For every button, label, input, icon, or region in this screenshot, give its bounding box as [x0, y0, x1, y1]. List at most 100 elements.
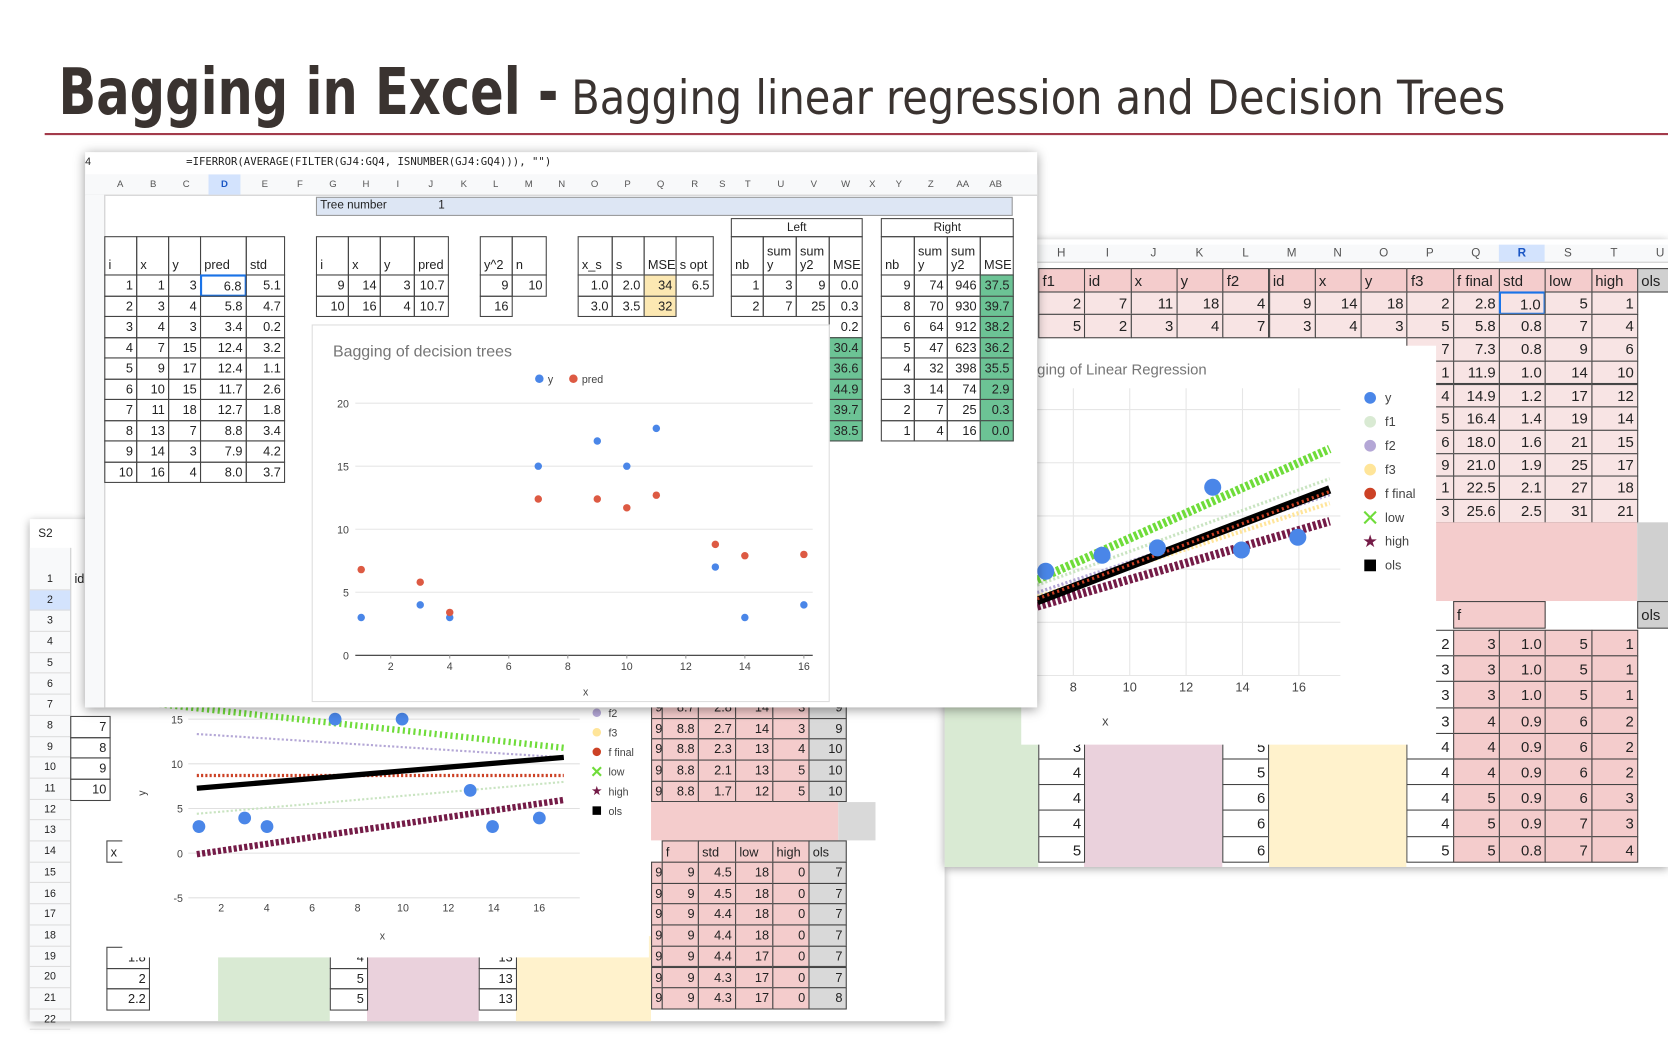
column-letter: D — [208, 174, 241, 195]
x-tick-label: 6 — [506, 661, 512, 673]
cell: 4.3 — [697, 987, 737, 1010]
column-letter: R — [691, 178, 699, 190]
y-tick-label: 0 — [177, 848, 183, 860]
cell: 1 — [1590, 291, 1639, 316]
data-point — [534, 462, 542, 470]
cell: 4 — [379, 295, 415, 318]
chart-canvas: ging of Linear Regression 8 10 12 14 16 x y f1 f2… — [1031, 362, 1416, 728]
cell: 6 — [104, 378, 138, 400]
column-letter: S — [719, 178, 726, 190]
cell: 16 — [347, 295, 381, 318]
cell: 1.9 — [1498, 452, 1546, 477]
column-header: i — [104, 236, 138, 276]
x-tick-label: 6 — [309, 903, 315, 915]
cell: 21 — [1590, 498, 1639, 524]
column-letter: Z — [927, 178, 934, 190]
row-number: 10 — [29, 758, 71, 779]
cell: Right — [880, 218, 1014, 238]
pink-block — [1406, 522, 1638, 602]
row-number: 22 — [29, 1009, 71, 1031]
cell: 3 — [762, 274, 797, 297]
column-header: ols — [1637, 268, 1668, 293]
cell: 8.8 — [661, 717, 699, 740]
chart-title: Bagging of decision trees — [333, 343, 512, 360]
cell: 0.9 — [1498, 758, 1546, 786]
column-letter: B — [149, 178, 157, 190]
cell: 36.2 — [979, 336, 1014, 359]
tree-bar — [315, 196, 1013, 216]
cell: 3.2 — [245, 336, 286, 359]
legend-label: f3 — [1385, 462, 1396, 477]
fit-line-ols — [196, 754, 565, 791]
column-header: low — [735, 840, 774, 863]
slide-title: Bagging in Excel - — [59, 56, 559, 130]
fit-line-f2 — [196, 732, 564, 759]
cell: 4.4 — [697, 924, 737, 947]
legend-label: low — [608, 767, 624, 779]
cell: 4 — [1038, 758, 1086, 786]
column-header: pred — [199, 236, 247, 276]
front-sheet: 4 =IFERROR(AVERAGE(FILTER(GJ4:GQ4, ISNUMB… — [85, 152, 1038, 708]
legend-label: low — [1385, 510, 1405, 525]
cell: 74 — [946, 378, 981, 400]
cell: 3 — [772, 717, 810, 740]
cell: 4 — [880, 357, 915, 380]
x-tick-label: 14 — [739, 661, 751, 673]
column-letter: W — [841, 178, 851, 190]
legend-marker — [592, 806, 602, 815]
cell: 21.0 — [1452, 452, 1500, 477]
row-number: 3 — [29, 611, 71, 632]
cell: 38.2 — [979, 315, 1014, 338]
cell: 0.8 — [1498, 314, 1546, 339]
cell: 10.7 — [413, 295, 449, 318]
cell: 1.2 — [1498, 383, 1546, 408]
cell: 623 — [946, 336, 981, 359]
y-tick-label: 10 — [337, 524, 349, 536]
column-letter: X — [869, 178, 876, 190]
row-number: 2 — [29, 590, 71, 612]
cell: 2 — [1590, 732, 1639, 760]
column-header-bg — [85, 174, 1038, 196]
x-tick-label: 8 — [565, 661, 571, 673]
column-header: x — [347, 236, 381, 276]
cell: 0.0 — [828, 274, 863, 297]
cell: 10.7 — [413, 274, 449, 297]
cell: 0.8 — [1498, 835, 1546, 863]
cell: 14.9 — [1452, 383, 1500, 408]
cell: 17 — [735, 987, 774, 1010]
column-letter: R — [1498, 244, 1545, 262]
cell: 10 — [511, 274, 547, 297]
row-number: 12 — [29, 800, 71, 821]
x-axis-label: x — [380, 930, 386, 942]
column-header: MSE — [979, 236, 1014, 276]
data-point — [800, 550, 808, 559]
cell: 10 — [808, 780, 847, 803]
cell: 4 — [104, 336, 138, 359]
fit-line-high — [1035, 517, 1331, 611]
legend-label: pred — [582, 374, 603, 386]
legend-label: high — [608, 786, 628, 798]
column-letter: Q — [1471, 246, 1481, 260]
cell: 13 — [478, 988, 517, 1011]
cell: 9 — [661, 966, 699, 989]
cell: 6 — [1544, 706, 1593, 734]
cell: 13 — [136, 419, 170, 442]
cell: 17 — [1590, 452, 1639, 477]
column-header: x_s — [577, 236, 613, 276]
cell: 8 — [70, 736, 111, 759]
column-header: y — [379, 236, 415, 276]
x-tick-label: 12 — [1179, 679, 1193, 694]
cell: 74 — [913, 274, 948, 297]
cell: 5 — [1038, 835, 1086, 863]
cell: f — [1452, 601, 1546, 629]
cell: 4 — [1176, 314, 1224, 339]
cell: 1.6 — [1498, 429, 1546, 454]
cell: 30.4 — [828, 336, 863, 359]
column-header: x — [1130, 268, 1178, 293]
data-point — [711, 540, 720, 549]
row-number: 14 — [29, 842, 71, 863]
cell: 2.6 — [245, 378, 286, 400]
cell: 4 — [136, 315, 170, 338]
column-letter: I — [1105, 246, 1109, 260]
cell: 1.7 — [697, 780, 737, 803]
